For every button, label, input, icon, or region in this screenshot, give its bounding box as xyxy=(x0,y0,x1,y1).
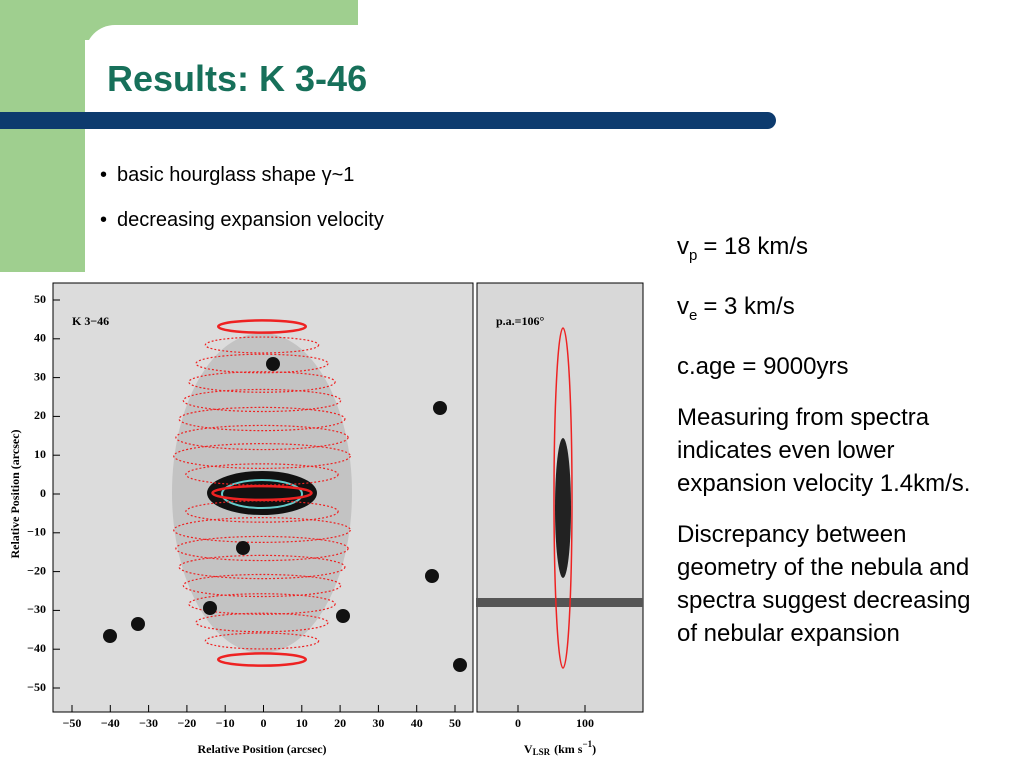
star xyxy=(266,357,280,371)
superscript: −1 xyxy=(582,739,592,749)
model-ellipse xyxy=(182,388,342,413)
star xyxy=(336,609,350,623)
emission xyxy=(555,438,571,578)
paragraph: Measuring from spectra indicates even lo… xyxy=(677,403,971,497)
y-tick-label: −10 xyxy=(27,525,46,539)
x-axis-label: VLSR (km s−1) xyxy=(524,739,596,757)
x-tick-label: 0 xyxy=(261,716,267,730)
velocity: ve = 3 km/s xyxy=(677,290,997,332)
model-ellipse xyxy=(175,535,349,562)
x-tick-label: 30 xyxy=(372,716,384,730)
x-tick-label: −50 xyxy=(63,716,82,730)
model-ellipse xyxy=(178,406,346,432)
panel-label: p.a.=106° xyxy=(496,314,545,328)
value: = 18 km/s xyxy=(703,233,809,260)
star xyxy=(131,617,145,631)
y-tick-label: −40 xyxy=(27,641,46,655)
y-tick-label: 30 xyxy=(34,369,46,383)
x-tick-label: 100 xyxy=(576,716,594,730)
model-ellipse xyxy=(211,484,313,502)
model-ellipse xyxy=(195,612,329,633)
model-ellipse xyxy=(173,517,351,543)
bullet: basic hourglass shape γ~1 xyxy=(100,164,354,187)
model-ellipse xyxy=(204,336,320,354)
x-tick-label: −30 xyxy=(139,716,158,730)
model-ellipse xyxy=(178,554,346,580)
panel-label: K 3−46 xyxy=(72,314,109,328)
side-text: vp = 18 km/s ve = 3 km/s c.age = 9000yrs M… xyxy=(677,230,997,668)
value: = 3 km/s xyxy=(703,292,795,320)
model-ellipse xyxy=(216,652,308,667)
subscript: e xyxy=(689,306,698,324)
model-ellipse xyxy=(188,593,336,615)
model-ellipse xyxy=(216,319,308,334)
model xyxy=(553,327,573,669)
figure: K 3−46 p.a.=106° Relative Position (arcs… xyxy=(0,278,650,768)
paragraph: c.age = 9000yrs xyxy=(677,352,849,380)
slide-title: Results: K 3-46 xyxy=(107,58,368,99)
y-tick-label: 50 xyxy=(34,292,46,306)
x-tick-label: 50 xyxy=(449,716,461,730)
y-tick-label: −30 xyxy=(27,602,46,616)
velocity: vp = 18 km/s xyxy=(677,230,997,272)
subscript: LSR xyxy=(533,747,551,757)
y-tick-label: 0 xyxy=(40,486,46,500)
unit: (km s xyxy=(554,742,583,756)
x-tick-label: 20 xyxy=(334,716,346,730)
subscript: p xyxy=(689,246,698,264)
model-ellipse xyxy=(175,424,349,451)
title-bar xyxy=(0,112,776,129)
symbol: V xyxy=(524,742,533,756)
x-tick-label: −20 xyxy=(177,716,196,730)
star xyxy=(203,601,217,615)
model-ellipse xyxy=(188,371,336,393)
y-tick-label: −20 xyxy=(27,563,46,577)
model-ellipse xyxy=(195,353,329,374)
y-tick-label: 10 xyxy=(34,447,46,461)
x-tick-label: 0 xyxy=(515,716,521,730)
continuum xyxy=(476,598,643,607)
star xyxy=(453,658,467,672)
star xyxy=(425,569,439,583)
y-tick-label: 40 xyxy=(34,331,46,345)
y-axis-label: Relative Position (arcsec) xyxy=(8,429,22,558)
green-band xyxy=(0,0,85,272)
x-tick-label: 40 xyxy=(411,716,423,730)
x-tick-label: −40 xyxy=(101,716,120,730)
symbol: v xyxy=(677,233,689,260)
y-tick-label: −50 xyxy=(27,680,46,694)
unit: ) xyxy=(592,742,596,756)
x-tick-label: −10 xyxy=(216,716,235,730)
y-tick-label: 20 xyxy=(34,408,46,422)
model-ellipse xyxy=(173,443,351,469)
paragraph: Discrepancy between geometry of the nebu… xyxy=(677,520,971,647)
ring xyxy=(221,479,303,509)
bullet: decreasing expansion velocity xyxy=(100,209,384,232)
x-axis-label: Relative Position (arcsec) xyxy=(197,742,326,756)
model-ellipse xyxy=(204,632,320,650)
symbol: v xyxy=(677,292,689,320)
model-ellipse xyxy=(185,463,339,486)
model-ellipse xyxy=(185,500,339,523)
star xyxy=(433,401,447,415)
model-ellipse xyxy=(182,573,342,598)
star xyxy=(236,541,250,555)
star xyxy=(103,629,117,643)
x-tick-label: 10 xyxy=(296,716,308,730)
